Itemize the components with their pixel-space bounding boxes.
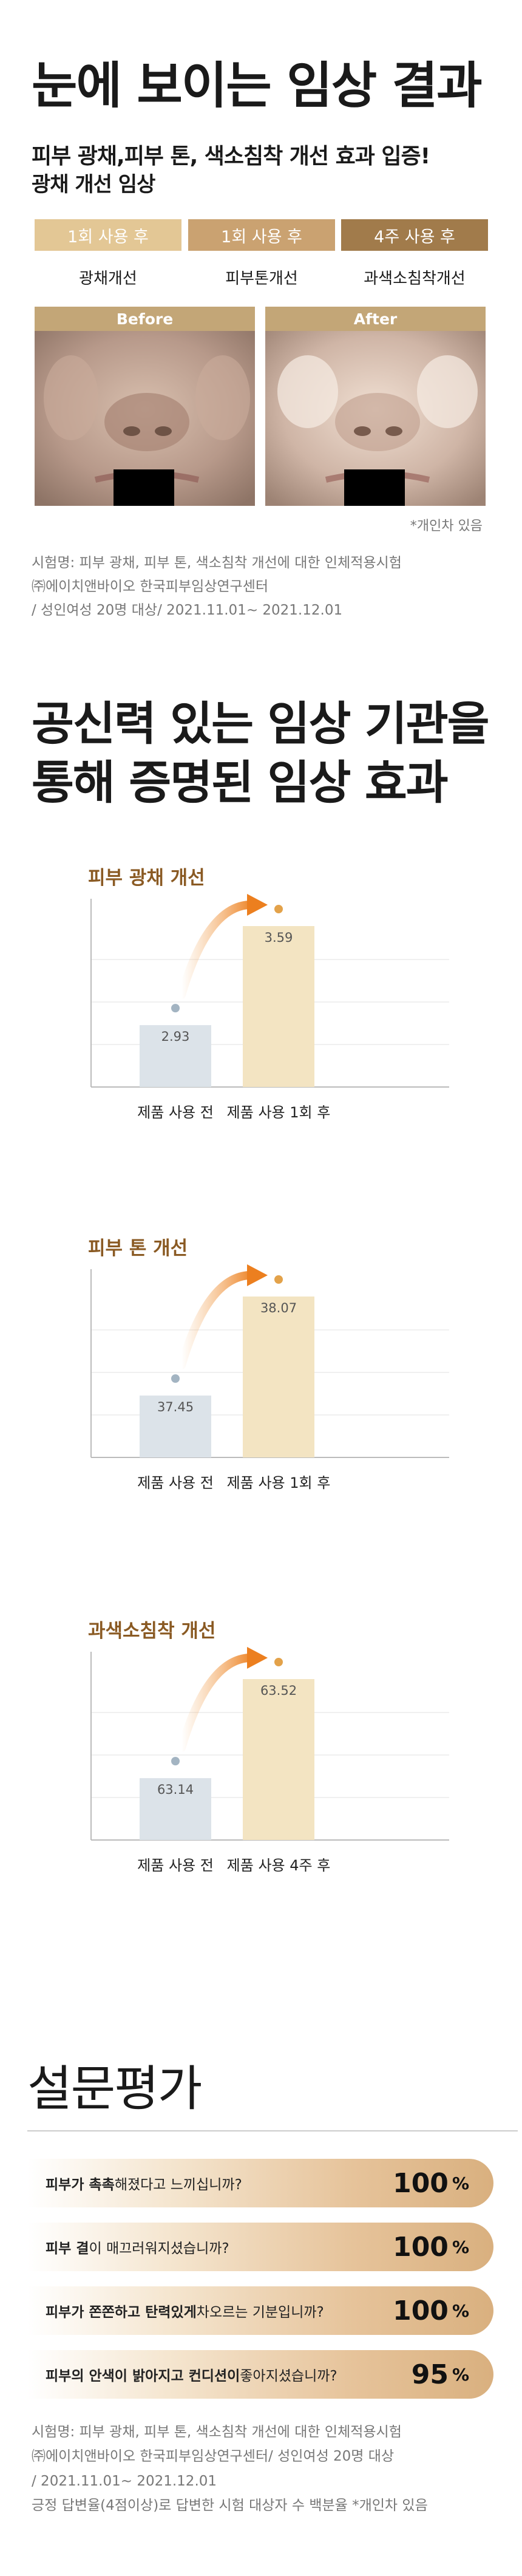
bar: [243, 1297, 314, 1457]
after-photo: After: [265, 307, 486, 506]
title-line-2: 통해 증명된 임상 효과: [32, 755, 449, 810]
arrow-head: [247, 1264, 268, 1286]
source-line: ㈜에이치앤바이오 한국피부임상연구센터: [32, 579, 269, 595]
question-emphasis: 피부가 쫀쫀하고 탄력있게: [46, 2305, 197, 2320]
before-photo: Before: [35, 307, 255, 506]
tag-caption-3: 과색소침착개선: [364, 270, 466, 288]
bar: [140, 1778, 211, 1840]
question-text: 좋아지셨습니까?: [240, 2368, 337, 2384]
section-title-clinical: 공신력 있는 임상 기관을 통해 증명된 임상 효과: [32, 694, 490, 813]
arrow-head: [247, 894, 268, 916]
percent-value: 100: [393, 2167, 449, 2199]
source-line: 긍정 답변율(4점이상)로 답변한 시험 대상자 수 백분율 *개인차 있음: [32, 2497, 428, 2513]
survey-percent: 100%: [393, 2159, 469, 2207]
source-line: 시험명: 피부 광채, 피부 톤, 색소침착 개선에 대한 인체적용시험: [32, 555, 402, 571]
data-label: 37.45: [157, 1400, 194, 1414]
percent-unit: %: [452, 2173, 469, 2193]
tag-caption-2: 피부톤개선: [225, 270, 298, 288]
subtitle: 피부 광채,피부 톤, 색소침착 개선 효과 입증!: [32, 144, 430, 169]
question-emphasis: 피부가 촉촉: [46, 2177, 115, 2193]
survey-item: 피부가 촉촉 해졌다고 느끼십니까? 100%: [27, 2159, 493, 2207]
chart-title-tone: 피부 톤 개선: [88, 1238, 188, 1259]
trend-arrow: [177, 1653, 259, 1753]
survey-percent: 95%: [412, 2350, 469, 2399]
source-line: 시험명: 피부 광채, 피부 톤, 색소침착 개선에 대한 인체적용시험: [32, 2424, 402, 2440]
marker-dot: [274, 1275, 283, 1284]
data-label: 3.59: [265, 930, 293, 945]
tick-label: 제품 사용 전: [137, 1104, 214, 1121]
survey-question: 피부의 안색이 밝아지고 컨디션이 좋아지셨습니까?: [46, 2350, 337, 2399]
tag-3: 4주 사용 후: [341, 219, 488, 251]
percent-value: 100: [393, 2295, 449, 2326]
tag-caption-1: 광채개선: [79, 270, 137, 288]
chart-radiance: 2.93 제품 사용 전 3.59 제품 사용 1회 후: [90, 894, 449, 1121]
chart-tone: 37.45 제품 사용 전 38.07 제품 사용 1회 후: [90, 1264, 449, 1491]
survey-item: 피부가 쫀쫀하고 탄력있게 차오르는 기분입니까? 100%: [27, 2286, 493, 2335]
percent-unit: %: [452, 2237, 469, 2257]
data-label: 38.07: [260, 1301, 297, 1315]
trend-arrow: [177, 900, 259, 1000]
question-text: 해졌다고 느끼십니까?: [114, 2177, 242, 2193]
after-label: After: [265, 307, 486, 331]
percent-unit: %: [452, 2364, 469, 2385]
trend-arrow: [177, 1270, 259, 1370]
question-text: 차오르는 기분입니까?: [196, 2305, 324, 2320]
question-text: 이 매끄러워지셨습니까?: [89, 2241, 229, 2257]
before-label: Before: [35, 307, 255, 331]
tick-label: 제품 사용 1회 후: [227, 1474, 331, 1491]
bar: [243, 1679, 314, 1840]
tick-label: 제품 사용 1회 후: [227, 1104, 331, 1121]
data-label: 63.52: [260, 1683, 297, 1698]
bar: [140, 1025, 211, 1087]
privacy-bar: [114, 469, 174, 506]
survey-percent: 100%: [393, 2286, 469, 2335]
source-line: ㈜에이치앤바이오 한국피부임상연구센터/ 성인여성 20명 대상: [32, 2448, 395, 2465]
survey-percent: 100%: [393, 2223, 469, 2271]
arrow-head: [247, 1647, 268, 1669]
percent-unit: %: [452, 2300, 469, 2321]
disclaimer-note: *개인차 있음: [410, 519, 483, 534]
data-label: 2.93: [161, 1029, 190, 1044]
main-title: 눈에 보이는 임상 결과: [32, 57, 483, 115]
chart-pigment: 63.14 제품 사용 전 63.52 제품 사용 4주 후: [90, 1647, 449, 1874]
chart-title-pigment: 과색소침착 개선: [88, 1620, 216, 1642]
privacy-bar: [344, 469, 405, 506]
survey-item: 피부의 안색이 밝아지고 컨디션이 좋아지셨습니까? 95%: [27, 2350, 493, 2399]
survey-source: 시험명: 피부 광채, 피부 톤, 색소침착 개선에 대한 인체적용시험 ㈜에이…: [32, 2420, 505, 2518]
survey-title: 설문평가: [27, 2060, 202, 2117]
survey-question: 피부가 쫀쫀하고 탄력있게 차오르는 기분입니까?: [46, 2286, 324, 2335]
bar: [140, 1395, 211, 1457]
marker-dot: [171, 1374, 180, 1383]
source-line: / 2021.11.01~ 2021.12.01: [32, 2473, 217, 2489]
marker-dot: [171, 1757, 180, 1766]
survey-question: 피부가 촉촉 해졌다고 느끼십니까?: [46, 2159, 242, 2207]
bar: [243, 926, 314, 1087]
marker-dot: [171, 1004, 180, 1013]
source-line: / 성인여성 20명 대상/ 2021.11.01~ 2021.12.01: [32, 602, 343, 619]
question-emphasis: 피부의 안색이 밝아지고 컨디션이: [46, 2368, 240, 2384]
marker-dot: [274, 1658, 283, 1666]
title-line-1: 공신력 있는 임상 기관을: [32, 697, 490, 751]
tick-label: 제품 사용 전: [137, 1474, 214, 1491]
marker-dot: [274, 905, 283, 913]
percent-value: 95: [411, 2359, 449, 2390]
tick-label: 제품 사용 4주 후: [227, 1857, 331, 1874]
divider: [27, 2130, 518, 2131]
subtitle-radiance: 광채 개선 임상: [32, 172, 155, 197]
data-label: 63.14: [157, 1782, 194, 1797]
question-emphasis: 피부 결: [46, 2241, 89, 2257]
face-closeup-after: [265, 331, 486, 506]
study-source: 시험명: 피부 광채, 피부 톤, 색소침착 개선에 대한 인체적용시험 ㈜에이…: [32, 551, 493, 622]
tag-1: 1회 사용 후: [35, 219, 181, 251]
tick-label: 제품 사용 전: [137, 1857, 214, 1874]
chart-title-radiance: 피부 광채 개선: [88, 867, 205, 889]
tag-2: 1회 사용 후: [188, 219, 335, 251]
percent-value: 100: [393, 2231, 449, 2263]
